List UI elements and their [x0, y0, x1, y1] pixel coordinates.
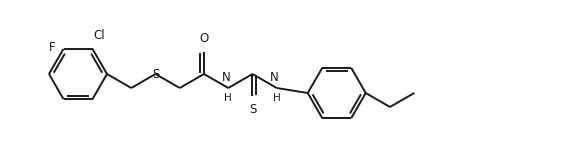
Text: F: F [49, 41, 55, 54]
Text: O: O [199, 32, 208, 45]
Text: H: H [273, 93, 281, 103]
Text: N: N [222, 71, 231, 84]
Text: N: N [271, 71, 279, 84]
Text: Cl: Cl [93, 29, 105, 42]
Text: S: S [249, 103, 256, 116]
Text: H: H [224, 93, 232, 103]
Text: S: S [152, 67, 159, 81]
